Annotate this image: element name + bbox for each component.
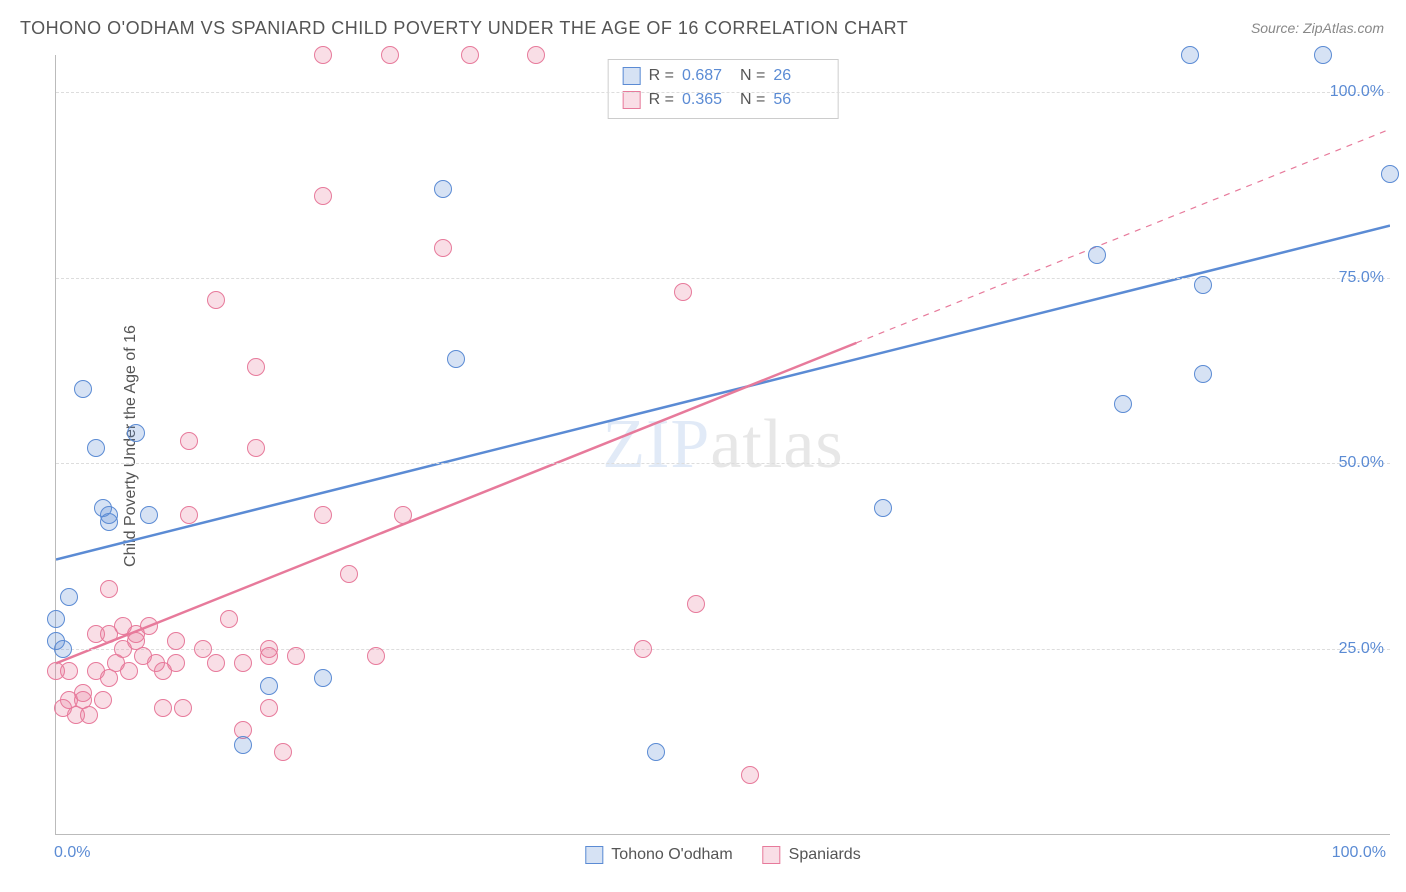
data-point [1088,246,1106,264]
x-tick-label: 100.0% [1332,844,1386,862]
data-point [140,617,158,635]
data-point [54,640,72,658]
data-point [167,654,185,672]
data-point [1194,365,1212,383]
data-point [74,684,92,702]
stats-row-series-1: R = 0.687 N = 26 [623,64,824,88]
gridline [56,278,1390,279]
data-point [180,506,198,524]
data-point [461,46,479,64]
data-point [154,699,172,717]
swatch-series-1 [623,67,641,85]
data-point [527,46,545,64]
data-point [1181,46,1199,64]
gridline [56,92,1390,93]
data-point [120,662,138,680]
data-point [1381,165,1399,183]
x-tick-label: 0.0% [54,844,90,862]
data-point [167,632,185,650]
data-point [87,439,105,457]
data-point [674,283,692,301]
legend-swatch-1 [585,846,603,864]
data-point [180,432,198,450]
stat-n-label: N = [740,64,765,88]
data-point [100,506,118,524]
source-label: Source: ZipAtlas.com [1251,20,1384,36]
data-point [647,743,665,761]
data-point [314,46,332,64]
chart-title: TOHONO O'ODHAM VS SPANIARD CHILD POVERTY… [20,18,908,39]
swatch-series-2 [623,91,641,109]
y-tick-label: 25.0% [1339,640,1384,658]
data-point [381,46,399,64]
legend-label-1: Tohono O'odham [611,846,732,864]
legend-item-2: Spaniards [763,846,861,864]
data-point [60,588,78,606]
data-point [741,766,759,784]
gridline [56,463,1390,464]
data-point [60,662,78,680]
data-point [287,647,305,665]
data-point [247,358,265,376]
data-point [687,595,705,613]
stat-n-value-1: 26 [773,64,823,88]
data-point [314,669,332,687]
data-point [874,499,892,517]
data-point [234,654,252,672]
data-point [274,743,292,761]
data-point [207,654,225,672]
data-point [100,580,118,598]
data-point [194,640,212,658]
y-tick-label: 75.0% [1339,269,1384,287]
stat-r-label: R = [649,64,674,88]
data-point [260,699,278,717]
stats-legend-box: R = 0.687 N = 26 R = 0.365 N = 56 [608,59,839,119]
data-point [434,180,452,198]
y-tick-label: 50.0% [1339,454,1384,472]
gridline [56,649,1390,650]
data-point [174,699,192,717]
plot-area: ZIPatlas R = 0.687 N = 26 R = 0.365 N = … [55,55,1390,835]
watermark-part-a: ZIP [602,406,710,483]
y-tick-label: 100.0% [1330,83,1384,101]
data-point [434,239,452,257]
data-point [260,640,278,658]
watermark: ZIPatlas [602,405,843,485]
data-point [74,380,92,398]
data-point [207,291,225,309]
bottom-legend: Tohono O'odham Spaniards [585,846,860,864]
data-point [447,350,465,368]
data-point [127,424,145,442]
data-point [260,677,278,695]
data-point [1114,395,1132,413]
data-point [1314,46,1332,64]
data-point [340,565,358,583]
data-point [234,736,252,754]
data-point [140,506,158,524]
data-point [394,506,412,524]
stat-r-value-1: 0.687 [682,64,732,88]
data-point [314,506,332,524]
watermark-part-b: atlas [710,406,843,483]
data-point [47,610,65,628]
data-point [80,706,98,724]
legend-swatch-2 [763,846,781,864]
data-point [314,187,332,205]
data-point [220,610,238,628]
legend-label-2: Spaniards [789,846,861,864]
legend-item-1: Tohono O'odham [585,846,732,864]
data-point [634,640,652,658]
data-point [94,691,112,709]
data-point [247,439,265,457]
data-point [1194,276,1212,294]
data-point [367,647,385,665]
